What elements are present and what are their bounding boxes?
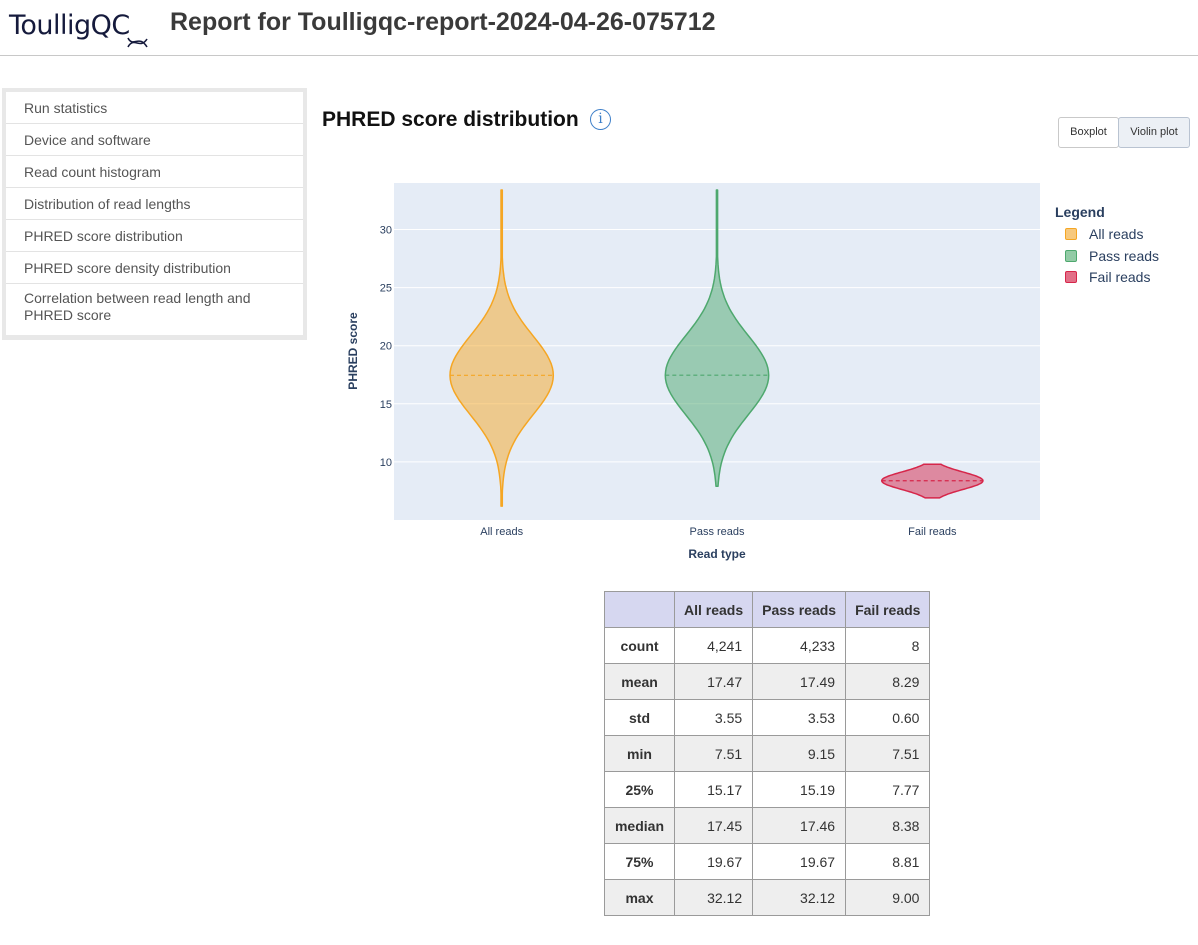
x-tick-labels: All reads Pass reads Fail reads bbox=[480, 526, 957, 538]
x-tick-label: Fail reads bbox=[908, 526, 957, 538]
table-row: count 4,241 4,233 8 bbox=[604, 627, 931, 664]
table-cell: 7.51 bbox=[845, 735, 931, 772]
legend-label: Fail reads bbox=[1089, 269, 1151, 285]
legend-swatch bbox=[1065, 249, 1077, 262]
column-header: Pass reads bbox=[752, 591, 847, 628]
table-cell: 3.53 bbox=[752, 699, 847, 736]
sidebar-nav: Run statistics Device and software Read … bbox=[6, 92, 303, 335]
table-cell: 3.55 bbox=[673, 699, 754, 736]
table-row: mean 17.47 17.49 8.29 bbox=[604, 663, 931, 700]
legend-swatch bbox=[1065, 271, 1077, 283]
column-header: All reads bbox=[673, 591, 754, 628]
y-tick-labels: 10 15 20 25 30 bbox=[380, 224, 392, 468]
table-row: min 7.51 9.15 7.51 bbox=[604, 735, 931, 772]
legend-label: Pass reads bbox=[1089, 247, 1160, 264]
table-row: max 32.12 32.12 9.00 bbox=[604, 879, 931, 916]
table-cell: 15.17 bbox=[673, 771, 754, 808]
table-cell: 32.12 bbox=[673, 879, 754, 916]
table-cell: 8.29 bbox=[845, 663, 931, 700]
boxplot-button[interactable]: Boxplot bbox=[1058, 117, 1119, 148]
row-label: 25% bbox=[604, 771, 675, 808]
legend-item-fail-reads[interactable]: Fail reads bbox=[1055, 267, 1159, 289]
table-row: 75% 19.67 19.67 8.81 bbox=[604, 843, 931, 880]
table-corner bbox=[604, 591, 675, 628]
table-cell: 9.00 bbox=[845, 879, 931, 916]
table-cell: 17.45 bbox=[673, 807, 754, 844]
legend-item-pass-reads[interactable]: Pass reads bbox=[1055, 246, 1159, 268]
row-label: 75% bbox=[604, 843, 675, 880]
legend-title: Legend bbox=[1055, 204, 1105, 220]
dna-helix-icon bbox=[127, 37, 148, 48]
sidebar-item-correlation[interactable]: Correlation between read length and PHRE… bbox=[24, 290, 251, 323]
table-cell: 8.81 bbox=[845, 843, 931, 880]
y-tick-label: 30 bbox=[380, 224, 392, 236]
table-cell: 8.38 bbox=[845, 807, 931, 844]
row-label: std bbox=[604, 699, 675, 736]
sidebar-item-device-and-software[interactable]: Device and software bbox=[6, 124, 303, 156]
y-tick-label: 20 bbox=[380, 341, 392, 353]
table-cell: 17.49 bbox=[752, 663, 847, 700]
table-cell: 4,241 bbox=[673, 627, 754, 664]
x-tick-label: All reads bbox=[480, 526, 523, 538]
table-cell: 32.12 bbox=[752, 879, 847, 916]
legend-label: All reads bbox=[1089, 226, 1144, 242]
phred-violin-chart: 10 15 20 25 30 All reads Pass reads Fail reads… bbox=[346, 183, 1040, 561]
table-header-row: All reads Pass reads Fail reads bbox=[604, 591, 931, 628]
row-label: max bbox=[604, 879, 675, 916]
legend-swatch bbox=[1065, 228, 1077, 240]
logo-text: ToulligQC bbox=[9, 10, 130, 41]
y-tick-label: 15 bbox=[380, 399, 392, 411]
table-cell: 4,233 bbox=[752, 627, 847, 664]
toulligqc-logo[interactable]: ToulligQC bbox=[9, 6, 155, 48]
sidebar-item-read-count-histogram[interactable]: Read count histogram bbox=[6, 156, 303, 188]
table-row: std 3.55 3.53 0.60 bbox=[604, 699, 931, 736]
y-axis-title: PHRED score bbox=[346, 312, 360, 390]
sidebar-item-phred-score-density[interactable]: PHRED score density distribution bbox=[6, 252, 303, 284]
info-icon[interactable]: i bbox=[590, 109, 611, 130]
table-cell: 19.67 bbox=[673, 843, 754, 880]
header: ToulligQC Report for Toulligqc-report-20… bbox=[0, 0, 1198, 56]
table-row: 25% 15.17 15.19 7.77 bbox=[604, 771, 931, 808]
table-cell: 17.46 bbox=[752, 807, 847, 844]
x-tick-label: Pass reads bbox=[689, 526, 745, 538]
table-cell: 0.60 bbox=[845, 699, 931, 736]
violin-plot-button[interactable]: Violin plot bbox=[1118, 117, 1190, 148]
row-label: mean bbox=[604, 663, 675, 700]
sidebar-item-phred-score-distribution[interactable]: PHRED score distribution bbox=[6, 220, 303, 252]
section-title: PHRED score distribution bbox=[322, 108, 579, 131]
sidebar: Run statistics Device and software Read … bbox=[2, 88, 307, 340]
x-axis-title: Read type bbox=[688, 547, 746, 561]
row-label: count bbox=[604, 627, 675, 664]
page-title: Report for Toulligqc-report-2024-04-26-0… bbox=[170, 8, 716, 36]
y-tick-label: 25 bbox=[380, 283, 392, 295]
sidebar-item-read-length-distribution[interactable]: Distribution of read lengths bbox=[6, 188, 303, 220]
table-cell: 7.77 bbox=[845, 771, 931, 808]
table-cell: 17.47 bbox=[673, 663, 754, 700]
table-cell: 7.51 bbox=[673, 735, 754, 772]
violin-pass-reads bbox=[664, 189, 770, 488]
y-tick-label: 10 bbox=[380, 457, 392, 469]
table-row: median 17.45 17.46 8.38 bbox=[604, 807, 931, 844]
table-cell: 15.19 bbox=[752, 771, 847, 808]
violin-all-reads bbox=[449, 189, 555, 507]
table-cell: 8 bbox=[845, 627, 931, 664]
phred-stats-table: All reads Pass reads Fail reads count 4,2… bbox=[604, 591, 931, 916]
table-cell: 9.15 bbox=[752, 735, 847, 772]
chart-legend: Legend All reads Pass reads Fail reads bbox=[1055, 204, 1159, 289]
violins bbox=[449, 189, 984, 507]
legend-item-all-reads[interactable]: All reads bbox=[1055, 224, 1159, 246]
row-label: median bbox=[604, 807, 675, 844]
table-cell: 19.67 bbox=[752, 843, 847, 880]
sidebar-item-run-statistics[interactable]: Run statistics bbox=[6, 92, 303, 124]
row-label: min bbox=[604, 735, 675, 772]
column-header: Fail reads bbox=[845, 591, 931, 628]
